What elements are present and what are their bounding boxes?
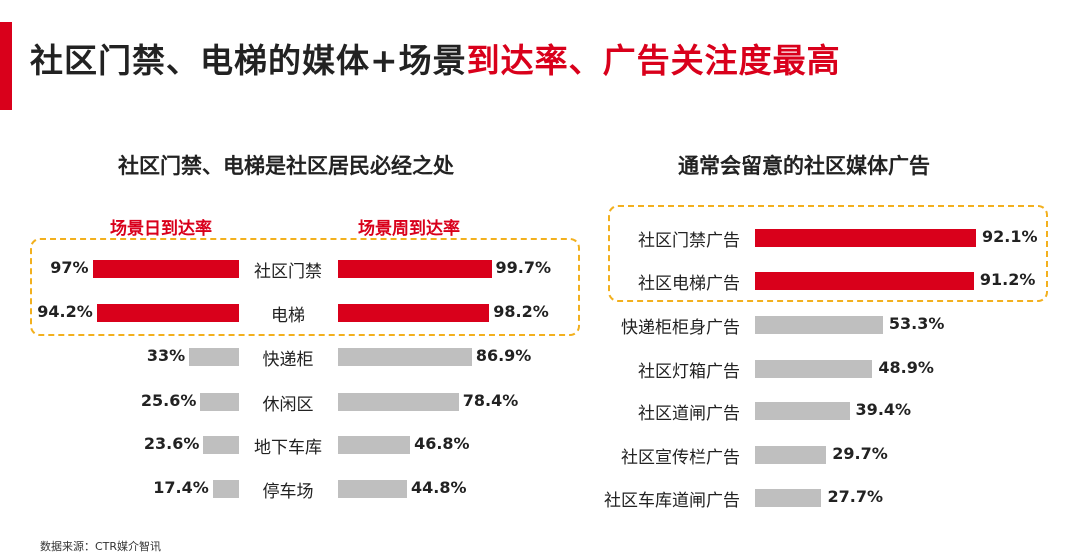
weekly-reach-bar <box>338 480 407 498</box>
attention-value-label: 92.1% <box>982 227 1038 246</box>
attention-bar <box>755 360 873 378</box>
daily-reach-bar <box>92 260 239 278</box>
title-black-part: 社区门禁、电梯的媒体+场景 <box>30 41 467 80</box>
attention-bar <box>755 272 974 290</box>
daily-reach-bar <box>96 304 239 322</box>
weekly-reach-label: 46.8% <box>414 434 470 453</box>
weekly-reach-bar <box>338 304 490 322</box>
attention-value-label: 53.3% <box>888 314 945 333</box>
daily-reach-bar <box>189 348 239 366</box>
daily-reach-label: 94.2% <box>37 302 93 321</box>
daily-reach-bar <box>200 393 239 411</box>
weekly-reach-header: 场景周到达率 <box>358 219 460 239</box>
attention-value-label: 29.7% <box>832 444 888 463</box>
left-highlight-box <box>30 238 580 336</box>
daily-reach-label: 17.4% <box>153 478 209 497</box>
daily-reach-label: 97% <box>50 258 89 277</box>
ad-category-label: 社区灯箱广告 <box>638 362 740 382</box>
weekly-reach-label: 78.4% <box>462 391 519 410</box>
weekly-reach-label: 44.8% <box>410 478 467 497</box>
category-label: 快递柜 <box>262 350 314 370</box>
right-chart-title: 通常会留意的社区媒体广告 <box>678 154 930 178</box>
ad-category-label: 社区道闸广告 <box>638 404 740 424</box>
weekly-reach-bar <box>338 348 472 366</box>
weekly-reach-bar <box>338 393 459 411</box>
weekly-reach-label: 86.9% <box>475 346 532 365</box>
left-chart-title: 社区门禁、电梯是社区居民必经之处 <box>118 154 454 178</box>
attention-bar <box>755 316 883 334</box>
source-note: 数据来源：CTR媒介智讯 <box>40 540 162 553</box>
daily-reach-header: 场景日到达率 <box>110 219 212 239</box>
category-label: 停车场 <box>262 482 314 502</box>
ad-category-label: 快递柜柜身广告 <box>621 318 740 338</box>
weekly-reach-label: 98.2% <box>493 302 549 321</box>
ad-category-label: 社区电梯广告 <box>638 274 740 294</box>
weekly-reach-label: 99.7% <box>495 258 552 277</box>
weekly-reach-bar <box>338 436 411 454</box>
category-label: 地下车库 <box>254 438 322 458</box>
attention-value-label: 91.2% <box>979 270 1036 289</box>
daily-reach-bar <box>203 436 239 454</box>
daily-reach-bar <box>212 480 239 498</box>
category-label: 社区门禁 <box>254 262 322 282</box>
attention-value-label: 48.9% <box>878 358 934 377</box>
ad-category-label: 社区门禁广告 <box>638 231 740 251</box>
attention-bar <box>755 446 827 464</box>
ad-category-label: 社区车库道闸广告 <box>604 491 740 511</box>
attention-bar <box>755 402 850 420</box>
right-highlight-box <box>608 205 1048 302</box>
title-accent-bar <box>0 22 12 110</box>
page-title: 社区门禁、电梯的媒体+场景到达率、广告关注度最高 <box>30 34 841 82</box>
weekly-reach-bar <box>338 260 492 278</box>
attention-value-label: 39.4% <box>855 400 912 419</box>
ad-category-label: 社区宣传栏广告 <box>621 448 740 468</box>
title-red-part: 到达率、广告关注度最高 <box>466 41 841 80</box>
attention-bar <box>755 489 822 507</box>
daily-reach-label: 25.6% <box>140 391 197 410</box>
category-label: 电梯 <box>271 306 305 326</box>
daily-reach-label: 23.6% <box>143 434 200 453</box>
category-label: 休闲区 <box>262 395 314 415</box>
attention-bar <box>755 229 977 247</box>
daily-reach-label: 33% <box>146 346 186 365</box>
attention-value-label: 27.7% <box>827 487 883 506</box>
